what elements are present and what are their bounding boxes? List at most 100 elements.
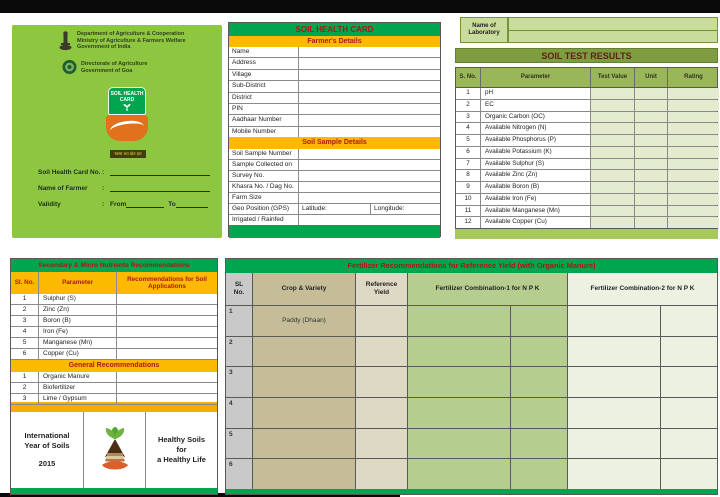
soil-test-header-row: S. No. Parameter Test Value Unit Rating xyxy=(455,67,718,88)
fertilizer-rows: 1 Paddy (Dhaan) 2 3 4 5 6 xyxy=(226,306,717,490)
field-label: Soil Sample Number xyxy=(229,149,299,159)
parameter-cell: Sulphur (S) xyxy=(39,294,117,304)
top-black-bar xyxy=(0,0,720,13)
comb2-cell xyxy=(568,336,661,367)
field-label: Village xyxy=(229,69,299,81)
crop-cell: Paddy (Dhaan) xyxy=(253,306,356,336)
row-number: 4 xyxy=(456,123,481,134)
iys-text-cell: International Year of Soils 2015 xyxy=(11,412,84,488)
col-header-rating: Rating xyxy=(684,74,703,80)
dept-line: Department of Agriculture & Cooperation xyxy=(77,31,185,37)
unit-cell xyxy=(635,217,668,228)
field-value xyxy=(299,215,440,225)
row-number: 4 xyxy=(226,398,253,428)
to-label: To xyxy=(168,201,176,208)
row-number: 6 xyxy=(11,349,39,359)
iys-soils-logo-icon xyxy=(101,427,128,470)
table-row: 5 Available Phosphorus (P) xyxy=(456,135,719,147)
table-row: 5 xyxy=(226,428,717,460)
general-recommendations-header: General Recommendations xyxy=(11,360,217,372)
table-row: 6 xyxy=(226,459,717,490)
recommendation-cell xyxy=(117,349,217,359)
table-row: Khasra No. / Dag No. xyxy=(229,182,440,193)
fertilizer-header-row: SL No. Crop & Variety Reference Yield Fe… xyxy=(226,273,717,306)
test-value-cell xyxy=(591,135,635,146)
secondary-rows: 1 Sulphur (S) 2 Zinc (Zn) 3 Boron (B) 4 Iron… xyxy=(11,294,217,360)
card-number-blank-line xyxy=(110,168,210,176)
col-header-test-value: Test Value xyxy=(591,68,635,87)
table-row: Name xyxy=(229,47,440,59)
sample-rows: Soil Sample Number Sample Collected on S… xyxy=(229,149,440,225)
secondary-nutrients-table: Secondary & Micro Nutrients Recommendati… xyxy=(10,258,218,495)
row-number: 1 xyxy=(456,88,481,99)
field-label: Geo Position (GPS) xyxy=(229,204,299,214)
row-number: 1 xyxy=(11,372,39,382)
blank-line xyxy=(509,31,717,43)
yield-cell xyxy=(356,336,408,367)
field-value xyxy=(299,182,440,192)
table-row: Sub-District xyxy=(229,81,440,93)
goa-line: Directorate of Agriculture xyxy=(81,61,148,67)
emblem-of-india-icon xyxy=(59,31,72,51)
comb1-cell xyxy=(511,428,568,459)
table-row: 3 Lime / Gypsum xyxy=(11,394,217,405)
colon: : xyxy=(102,201,105,208)
green-footer-bar xyxy=(226,489,717,494)
row-number: 3 xyxy=(11,316,39,326)
row-number: 6 xyxy=(226,459,253,490)
row-number: 3 xyxy=(11,394,39,404)
field-value xyxy=(299,92,440,103)
crop-cell xyxy=(253,367,356,398)
slogan-line: Healthy Soils xyxy=(157,435,206,444)
dept-line: Government of India xyxy=(77,44,131,50)
fertilizer-recommendations-table: Fertilizer Recommendations for Reference… xyxy=(225,258,718,495)
col-header-unit: Unit xyxy=(635,68,668,87)
test-value-cell xyxy=(591,193,635,205)
parameter-cell: Manganese (Mn) xyxy=(39,338,117,348)
field-label: Address xyxy=(229,58,299,69)
table-row: 1 Sulphur (S) xyxy=(11,294,217,305)
green-footer-bar xyxy=(229,225,440,238)
row-number: 4 xyxy=(11,327,39,337)
row-number: 7 xyxy=(456,158,481,170)
recommendation-cell xyxy=(117,372,217,382)
row-number: 5 xyxy=(226,428,253,459)
row-number: 2 xyxy=(456,99,481,111)
row-number: 11 xyxy=(456,205,481,217)
parameter-cell: Zinc (Zn) xyxy=(39,305,117,315)
row-number: 2 xyxy=(11,305,39,315)
farmer-rows: Name Address Village Sub-District Distri… xyxy=(229,47,440,137)
slogan-cell: Healthy Soils for a Healthy Life xyxy=(146,412,217,488)
field-value xyxy=(299,69,440,81)
parameter-cell: Available Iron (Fe) xyxy=(481,193,591,205)
field-value xyxy=(299,149,440,159)
slogan-line: for xyxy=(176,445,187,454)
table-row: Village xyxy=(229,69,440,82)
parameter-cell: Copper (Cu) xyxy=(39,349,117,359)
rating-cell xyxy=(668,170,719,181)
table-row: 9 Available Boron (B) xyxy=(456,182,719,194)
latitude-label: Latitude: xyxy=(299,204,371,214)
comb1-cell xyxy=(408,336,511,367)
rating-cell xyxy=(668,205,719,217)
unit-cell xyxy=(635,111,668,123)
field-label: Farm Size xyxy=(229,193,299,203)
validity-field: Validity : From To xyxy=(38,200,210,208)
validity-label: Validity xyxy=(38,201,61,208)
from-label: From xyxy=(110,201,127,208)
field-label: PIN xyxy=(229,103,299,115)
table-row: 1 Paddy (Dhaan) xyxy=(226,306,717,337)
table-row: 4 xyxy=(226,398,717,429)
recommendation-cell xyxy=(117,338,217,348)
iys-line: Year of Soils xyxy=(24,441,70,450)
col-header-parameter: Parameter xyxy=(39,272,117,294)
dept-line: Ministry of Agriculture & Farmers Welfar… xyxy=(77,37,186,44)
secondary-header-row: Sl. No. Parameter Recommendations for So… xyxy=(11,272,217,294)
unit-cell xyxy=(635,135,668,146)
field-label: Aadhaar Number xyxy=(229,115,299,126)
comb1-cell xyxy=(408,398,511,428)
field-label: Khasra No. / Dag No. xyxy=(229,182,299,192)
test-value-cell xyxy=(591,182,635,193)
laboratory-name-box: Name of Laboratory xyxy=(460,17,508,43)
